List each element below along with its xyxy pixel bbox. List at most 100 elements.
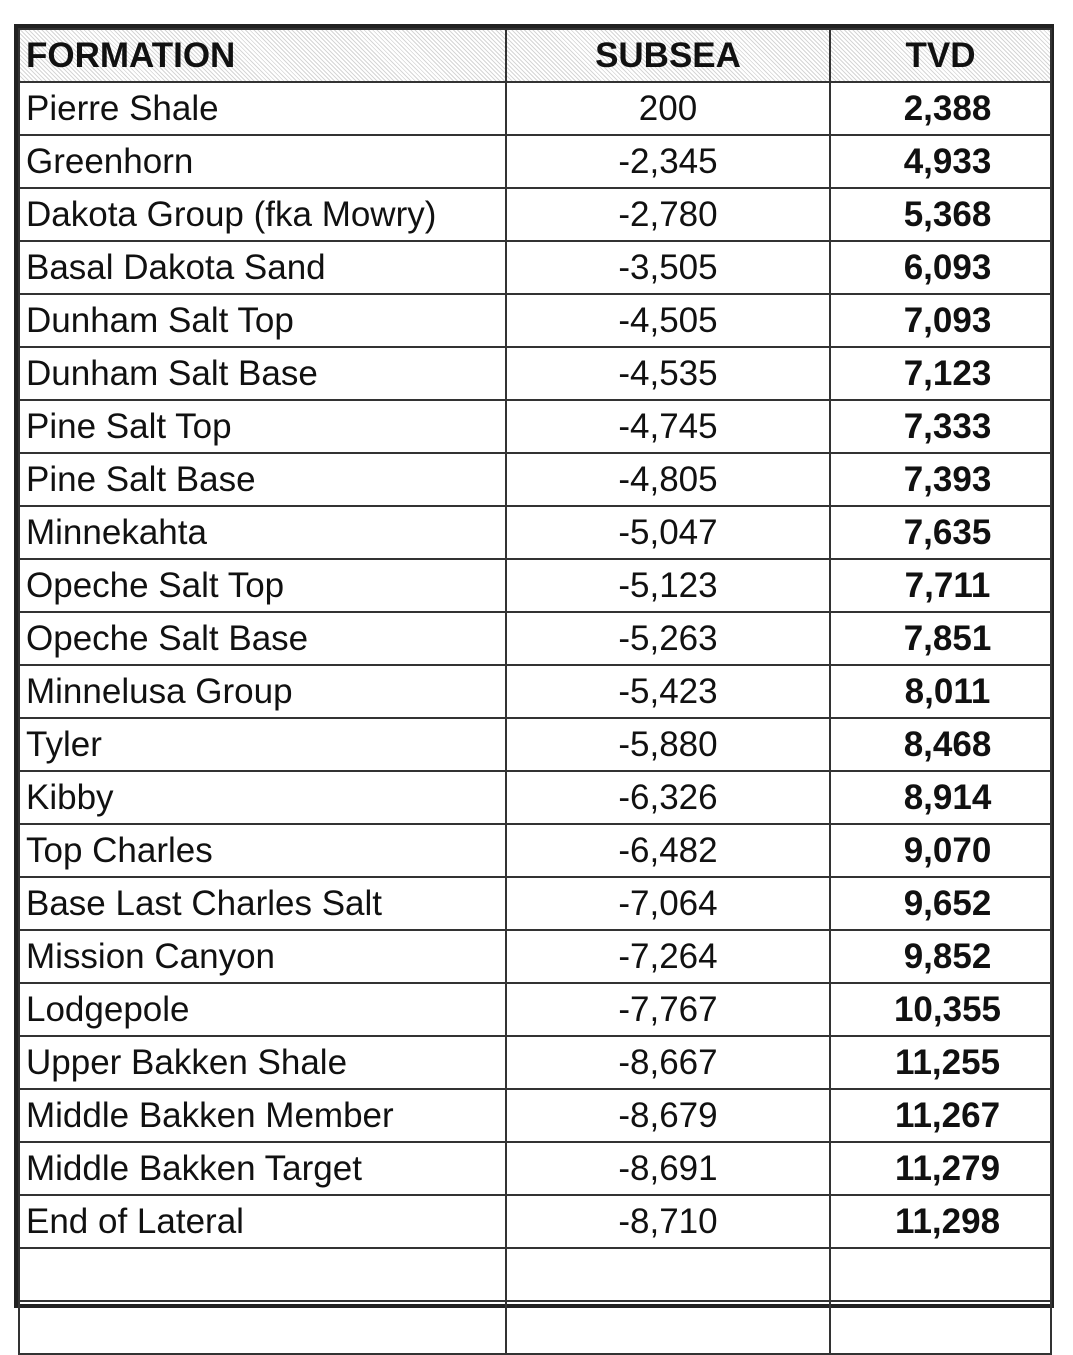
formation-cell: Dakota Group (fka Mowry): [18, 187, 507, 242]
subsea-cell: -4,535: [505, 346, 831, 401]
tvd-cell: 8,011: [829, 664, 1052, 719]
header-formation: FORMATION: [18, 28, 507, 83]
subsea-cell: -5,880: [505, 717, 831, 772]
subsea-cell: -3,505: [505, 240, 831, 295]
formation-cell: Upper Bakken Shale: [18, 1035, 507, 1090]
table-row: Tyler -5,880 8,468: [18, 717, 1052, 772]
table-row: Kibby -6,326 8,914: [18, 770, 1052, 825]
table-row: Upper Bakken Shale -8,667 11,255: [18, 1035, 1052, 1090]
table-row: Minnelusa Group -5,423 8,011: [18, 664, 1052, 719]
tvd-cell: 7,123: [829, 346, 1052, 401]
subsea-cell: -2,780: [505, 187, 831, 242]
tvd-cell: 8,914: [829, 770, 1052, 825]
table-row: Basal Dakota Sand -3,505 6,093: [18, 240, 1052, 295]
formation-cell: Greenhorn: [18, 134, 507, 189]
subsea-cell: -8,710: [505, 1194, 831, 1249]
subsea-cell: -4,805: [505, 452, 831, 507]
tvd-cell: 2,388: [829, 81, 1052, 136]
tvd-cell: [829, 1247, 1052, 1302]
tvd-cell: 9,652: [829, 876, 1052, 931]
tvd-cell: 11,279: [829, 1141, 1052, 1196]
tvd-cell: 11,255: [829, 1035, 1052, 1090]
tvd-cell: 7,711: [829, 558, 1052, 613]
table-row: Pine Salt Top -4,745 7,333: [18, 399, 1052, 454]
table-row: End of Lateral -8,710 11,298: [18, 1194, 1052, 1249]
table-row: Middle Bakken Target -8,691 11,279: [18, 1141, 1052, 1196]
tvd-cell: 7,635: [829, 505, 1052, 560]
table-row: Pierre Shale 200 2,388: [18, 81, 1052, 136]
formation-tops-table: FORMATION SUBSEA TVD Pierre Shale 200 2,38…: [18, 28, 1052, 1355]
table-row: Greenhorn -2,345 4,933: [18, 134, 1052, 189]
formation-cell: [18, 1300, 507, 1355]
formation-tops-table-frame: FORMATION SUBSEA TVD Pierre Shale 200 2,38…: [14, 24, 1054, 1355]
table-row: Minnekahta -5,047 7,635: [18, 505, 1052, 560]
subsea-cell: [505, 1300, 831, 1355]
formation-cell: Basal Dakota Sand: [18, 240, 507, 295]
table-row: [18, 1247, 1052, 1302]
formation-cell: Mission Canyon: [18, 929, 507, 984]
table-row: Middle Bakken Member -8,679 11,267: [18, 1088, 1052, 1143]
tvd-cell: 7,333: [829, 399, 1052, 454]
header-subsea: SUBSEA: [505, 28, 831, 83]
subsea-cell: -5,047: [505, 505, 831, 560]
formation-cell: Base Last Charles Salt: [18, 876, 507, 931]
formation-cell: Minnelusa Group: [18, 664, 507, 719]
subsea-cell: -8,679: [505, 1088, 831, 1143]
table-row: Dunham Salt Base -4,535 7,123: [18, 346, 1052, 401]
formation-cell: Lodgepole: [18, 982, 507, 1037]
tvd-cell: 5,368: [829, 187, 1052, 242]
tvd-cell: 11,298: [829, 1194, 1052, 1249]
formation-cell: Kibby: [18, 770, 507, 825]
tvd-cell: 10,355: [829, 982, 1052, 1037]
formation-cell: Pierre Shale: [18, 81, 507, 136]
header-row: FORMATION SUBSEA TVD: [18, 28, 1052, 83]
formation-cell: Top Charles: [18, 823, 507, 878]
subsea-cell: [505, 1247, 831, 1302]
formation-cell: Minnekahta: [18, 505, 507, 560]
table-row: [18, 1300, 1052, 1355]
formation-cell: Pine Salt Base: [18, 452, 507, 507]
formation-cell: Middle Bakken Member: [18, 1088, 507, 1143]
subsea-cell: -2,345: [505, 134, 831, 189]
subsea-cell: -5,123: [505, 558, 831, 613]
table-row: Dakota Group (fka Mowry) -2,780 5,368: [18, 187, 1052, 242]
formation-cell: Dunham Salt Top: [18, 293, 507, 348]
table-body: Pierre Shale 200 2,388 Greenhorn -2,345 4,933…: [18, 81, 1052, 1355]
formation-cell: Opeche Salt Top: [18, 558, 507, 613]
table-row: Mission Canyon -7,264 9,852: [18, 929, 1052, 984]
subsea-cell: -5,263: [505, 611, 831, 666]
table-row: Dunham Salt Top -4,505 7,093: [18, 293, 1052, 348]
formation-cell: Dunham Salt Base: [18, 346, 507, 401]
tvd-cell: 11,267: [829, 1088, 1052, 1143]
formation-cell: Opeche Salt Base: [18, 611, 507, 666]
formation-cell: Tyler: [18, 717, 507, 772]
subsea-cell: -8,667: [505, 1035, 831, 1090]
table-row: Lodgepole -7,767 10,355: [18, 982, 1052, 1037]
subsea-cell: -8,691: [505, 1141, 831, 1196]
tvd-cell: [829, 1300, 1052, 1355]
tvd-cell: 4,933: [829, 134, 1052, 189]
tvd-cell: 7,393: [829, 452, 1052, 507]
tvd-cell: 7,093: [829, 293, 1052, 348]
subsea-cell: -4,745: [505, 399, 831, 454]
tvd-cell: 6,093: [829, 240, 1052, 295]
formation-cell: [18, 1247, 507, 1302]
subsea-cell: 200: [505, 81, 831, 136]
tvd-cell: 7,851: [829, 611, 1052, 666]
subsea-cell: -7,064: [505, 876, 831, 931]
formation-cell: End of Lateral: [18, 1194, 507, 1249]
table-row: Opeche Salt Top -5,123 7,711: [18, 558, 1052, 613]
tvd-cell: 8,468: [829, 717, 1052, 772]
formation-cell: Middle Bakken Target: [18, 1141, 507, 1196]
formation-cell: Pine Salt Top: [18, 399, 507, 454]
table-row: Top Charles -6,482 9,070: [18, 823, 1052, 878]
subsea-cell: -6,326: [505, 770, 831, 825]
subsea-cell: -4,505: [505, 293, 831, 348]
table-row: Base Last Charles Salt -7,064 9,652: [18, 876, 1052, 931]
subsea-cell: -5,423: [505, 664, 831, 719]
tvd-cell: 9,070: [829, 823, 1052, 878]
subsea-cell: -6,482: [505, 823, 831, 878]
subsea-cell: -7,264: [505, 929, 831, 984]
table-row: Opeche Salt Base -5,263 7,851: [18, 611, 1052, 666]
header-tvd: TVD: [829, 28, 1052, 83]
